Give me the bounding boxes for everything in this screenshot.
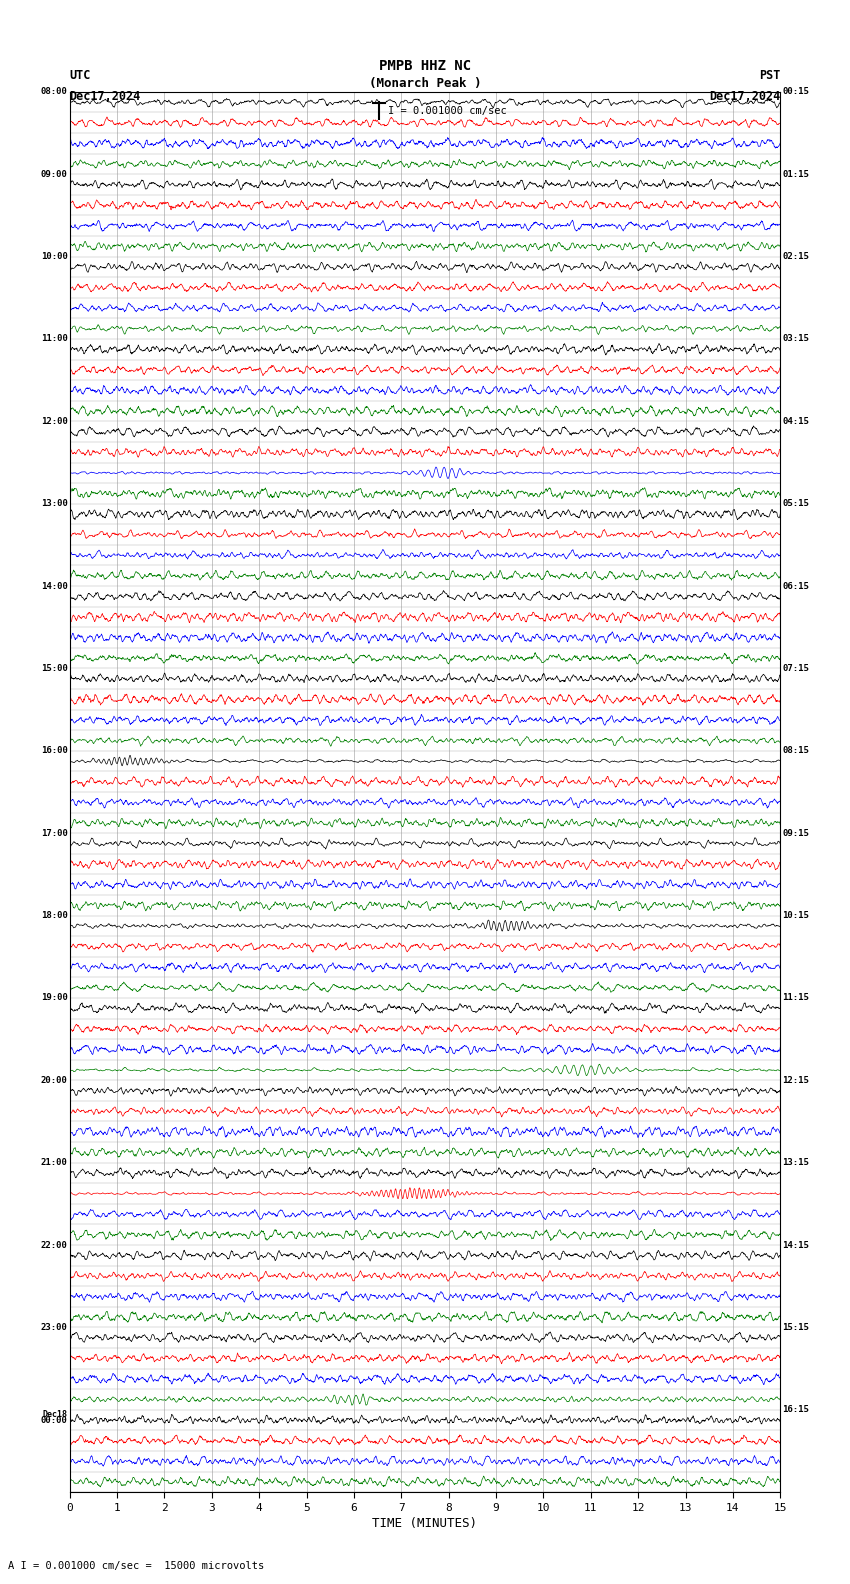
Text: 10:00: 10:00 xyxy=(41,252,67,261)
Text: 13:15: 13:15 xyxy=(783,1158,809,1167)
Text: 19:00: 19:00 xyxy=(41,993,67,1003)
Text: 21:00: 21:00 xyxy=(41,1158,67,1167)
Text: I = 0.001000 cm/sec: I = 0.001000 cm/sec xyxy=(388,106,507,116)
Text: 12:00: 12:00 xyxy=(41,417,67,426)
Text: 11:15: 11:15 xyxy=(783,993,809,1003)
Text: PST: PST xyxy=(759,70,780,82)
Text: 22:00: 22:00 xyxy=(41,1240,67,1250)
Text: 16:00: 16:00 xyxy=(41,746,67,756)
Text: 14:15: 14:15 xyxy=(783,1240,809,1250)
Text: 09:15: 09:15 xyxy=(783,828,809,838)
Text: 04:15: 04:15 xyxy=(783,417,809,426)
Text: Dec17,2024: Dec17,2024 xyxy=(70,90,141,103)
Text: UTC: UTC xyxy=(70,70,91,82)
Text: 17:00: 17:00 xyxy=(41,828,67,838)
Text: 00:00: 00:00 xyxy=(41,1416,67,1424)
Text: 23:00: 23:00 xyxy=(41,1323,67,1332)
Text: 07:15: 07:15 xyxy=(783,664,809,673)
Text: 20:00: 20:00 xyxy=(41,1076,67,1085)
Text: 00:15: 00:15 xyxy=(783,87,809,97)
Text: 08:00: 08:00 xyxy=(41,87,67,97)
Text: (Monarch Peak ): (Monarch Peak ) xyxy=(369,78,481,90)
Text: 10:15: 10:15 xyxy=(783,911,809,920)
Text: 01:15: 01:15 xyxy=(783,169,809,179)
Text: 05:15: 05:15 xyxy=(783,499,809,508)
Text: 03:15: 03:15 xyxy=(783,334,809,344)
Text: 13:00: 13:00 xyxy=(41,499,67,508)
Text: 11:00: 11:00 xyxy=(41,334,67,344)
Text: 09:00: 09:00 xyxy=(41,169,67,179)
Text: 14:00: 14:00 xyxy=(41,581,67,591)
Text: 06:15: 06:15 xyxy=(783,581,809,591)
Text: A I = 0.001000 cm/sec =  15000 microvolts: A I = 0.001000 cm/sec = 15000 microvolts xyxy=(8,1562,264,1571)
X-axis label: TIME (MINUTES): TIME (MINUTES) xyxy=(372,1517,478,1530)
Text: Dec17,2024: Dec17,2024 xyxy=(709,90,780,103)
Text: 16:15: 16:15 xyxy=(783,1405,809,1415)
Text: 15:15: 15:15 xyxy=(783,1323,809,1332)
Text: PMPB HHZ NC: PMPB HHZ NC xyxy=(379,59,471,73)
Text: 08:15: 08:15 xyxy=(783,746,809,756)
Text: 15:00: 15:00 xyxy=(41,664,67,673)
Text: Dec18: Dec18 xyxy=(42,1410,67,1419)
Text: 12:15: 12:15 xyxy=(783,1076,809,1085)
Text: 18:00: 18:00 xyxy=(41,911,67,920)
Text: 02:15: 02:15 xyxy=(783,252,809,261)
